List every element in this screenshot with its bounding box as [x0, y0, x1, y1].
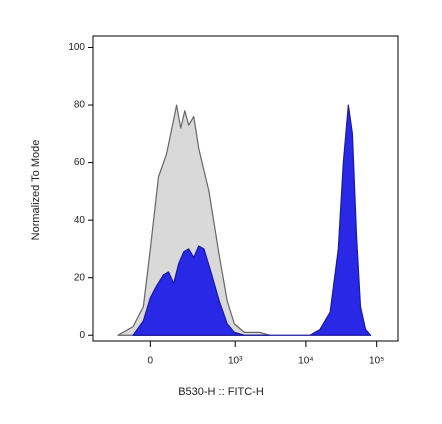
- y-tick-label: 0: [79, 330, 85, 341]
- plot-frame: [92, 35, 399, 342]
- y-tick-label: 40: [74, 215, 86, 226]
- y-tick-label: 100: [68, 42, 85, 53]
- x-tick-label: 10⁵: [369, 356, 384, 367]
- y-tick-label: 80: [74, 100, 86, 111]
- y-tick-label: 60: [74, 157, 86, 168]
- y-axis-title: Normalized To Mode: [30, 140, 42, 241]
- area: [117, 104, 271, 336]
- x-tick-label: 10³: [228, 356, 243, 367]
- x-axis-title: B530-H :: FITC-H: [178, 386, 264, 398]
- x-tick-label: 10⁴: [298, 356, 313, 367]
- y-tick-label: 20: [74, 272, 86, 283]
- area: [132, 104, 372, 336]
- x-tick-label: 0: [148, 356, 154, 367]
